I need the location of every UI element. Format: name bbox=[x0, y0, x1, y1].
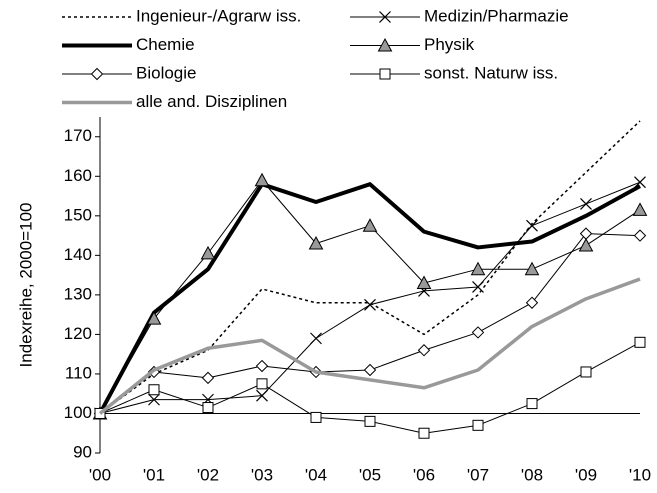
legend-marker bbox=[90, 67, 104, 81]
x-tick-label: '06 bbox=[413, 465, 435, 484]
marker bbox=[417, 344, 431, 357]
x-tick-label: '08 bbox=[521, 465, 543, 484]
marker bbox=[472, 419, 484, 431]
y-tick-label: 100 bbox=[64, 403, 92, 422]
x-tick-label: '05 bbox=[359, 465, 381, 484]
y-axis-label: Indexreihe, 2000=100 bbox=[16, 203, 35, 368]
marker bbox=[632, 202, 648, 216]
marker bbox=[310, 332, 322, 345]
marker bbox=[256, 389, 268, 402]
x-tick-label: '02 bbox=[197, 465, 219, 484]
legend-label: Physik bbox=[424, 35, 475, 54]
series-line bbox=[98, 277, 641, 415]
legend-label: Medizin/Pharmazie bbox=[424, 6, 569, 25]
marker bbox=[255, 359, 269, 373]
marker bbox=[524, 261, 540, 276]
series-line bbox=[99, 233, 641, 414]
marker bbox=[470, 261, 486, 276]
marker bbox=[471, 326, 485, 339]
legend-label: Biologie bbox=[136, 63, 197, 82]
marker bbox=[201, 371, 215, 385]
marker bbox=[472, 281, 484, 293]
marker bbox=[418, 427, 430, 439]
y-tick-label: 150 bbox=[64, 205, 92, 224]
legend-label: Chemie bbox=[136, 35, 195, 54]
marker bbox=[202, 402, 214, 414]
series-line bbox=[98, 182, 641, 415]
y-tick-label: 110 bbox=[65, 363, 92, 382]
marker bbox=[362, 218, 378, 232]
legend-marker bbox=[379, 68, 391, 80]
x-tick-label: '00 bbox=[89, 465, 111, 484]
marker bbox=[634, 336, 646, 348]
marker bbox=[308, 235, 324, 250]
marker bbox=[525, 296, 539, 309]
marker bbox=[148, 393, 160, 406]
marker bbox=[364, 415, 376, 427]
marker bbox=[256, 378, 268, 390]
marker bbox=[146, 311, 162, 325]
marker bbox=[634, 176, 646, 189]
marker bbox=[526, 219, 538, 232]
x-tick-label: '07 bbox=[467, 465, 489, 484]
x-tick-label: '10 bbox=[629, 465, 651, 484]
marker bbox=[416, 275, 432, 290]
legend-label: sonst. Naturw iss. bbox=[424, 63, 558, 82]
x-tick-label: '04 bbox=[305, 465, 327, 484]
marker bbox=[363, 363, 377, 377]
marker bbox=[364, 298, 376, 311]
marker bbox=[310, 411, 322, 423]
y-tick-label: 160 bbox=[64, 166, 92, 185]
y-tick-label: 90 bbox=[73, 442, 92, 461]
y-tick-label: 120 bbox=[64, 324, 92, 343]
marker bbox=[633, 229, 647, 242]
marker bbox=[580, 198, 592, 210]
y-tick-label: 170 bbox=[64, 126, 92, 145]
x-tick-label: '09 bbox=[575, 465, 597, 484]
marker bbox=[579, 227, 593, 240]
marker bbox=[580, 366, 592, 378]
y-tick-label: 130 bbox=[64, 284, 92, 303]
marker bbox=[148, 384, 160, 396]
legend-label: Ingenieur-/Agrarw iss. bbox=[136, 6, 301, 25]
series-line bbox=[99, 120, 641, 415]
x-tick-label: '01 bbox=[143, 465, 165, 484]
legend-marker bbox=[379, 11, 391, 23]
marker bbox=[578, 237, 594, 252]
marker bbox=[254, 172, 270, 187]
marker bbox=[200, 245, 216, 260]
marker bbox=[526, 398, 538, 410]
y-tick-label: 140 bbox=[64, 245, 92, 264]
x-tick-label: '03 bbox=[251, 465, 273, 484]
legend-label: alle and. Disziplinen bbox=[136, 92, 287, 111]
legend-marker bbox=[377, 37, 393, 52]
